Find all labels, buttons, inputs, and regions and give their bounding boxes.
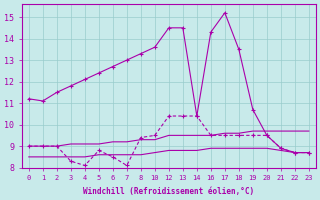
- X-axis label: Windchill (Refroidissement éolien,°C): Windchill (Refroidissement éolien,°C): [83, 187, 254, 196]
